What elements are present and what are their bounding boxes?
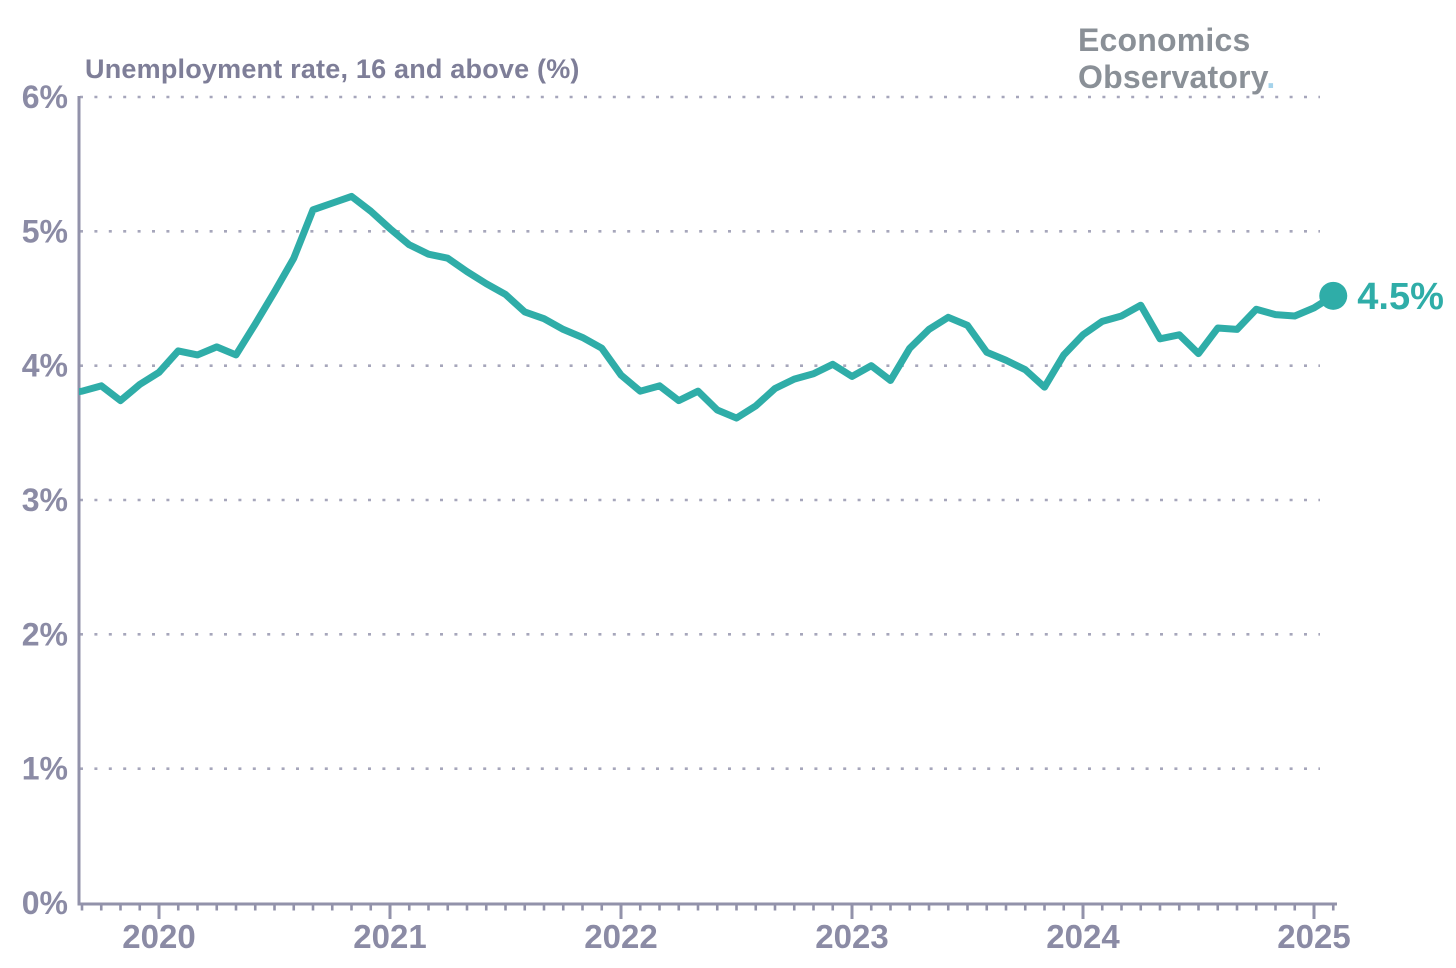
- y-axis-label-6%: 6%: [22, 79, 68, 115]
- x-axis-labels: 2020 2021 2022 2023 2024 2025: [122, 918, 1350, 955]
- y-axis-label-5%: 5%: [22, 213, 68, 249]
- x-axis-label-2024: 2024: [1046, 918, 1120, 955]
- x-axis-label-2020: 2020: [122, 918, 195, 955]
- x-axis-label-2022: 2022: [584, 918, 657, 955]
- x-axis-ticks: [80, 904, 1335, 919]
- logo-line-1: Economics: [1078, 22, 1251, 58]
- y-axis-labels: 0% 1% 2% 3% 4% 5% 6%: [22, 79, 68, 921]
- x-axis-label-2025: 2025: [1277, 918, 1350, 955]
- economics-observatory-logo: Economics Observatory.: [1078, 22, 1275, 96]
- y-axis-label-3%: 3%: [22, 482, 68, 518]
- latest-value-dot: [1319, 281, 1348, 310]
- y-axis-label-1%: 1%: [22, 751, 68, 787]
- gridlines: [80, 95, 1320, 770]
- x-axis-label-2023: 2023: [815, 918, 888, 955]
- y-axis-label-4%: 4%: [22, 348, 68, 384]
- logo-dot: .: [1266, 59, 1276, 95]
- unemployment-rate-line: [79, 192, 1337, 422]
- y-axis-label-2%: 2%: [22, 616, 68, 652]
- logo-line-2: Observatory.: [1078, 59, 1276, 95]
- y-axis-label-0%: 0%: [22, 885, 68, 921]
- axes: [77, 96, 1337, 906]
- chart-title: Unemployment rate, 16 and above (%): [85, 54, 580, 84]
- x-axis-label-2021: 2021: [353, 918, 426, 955]
- latest-value-label: 4.5%: [1357, 276, 1444, 318]
